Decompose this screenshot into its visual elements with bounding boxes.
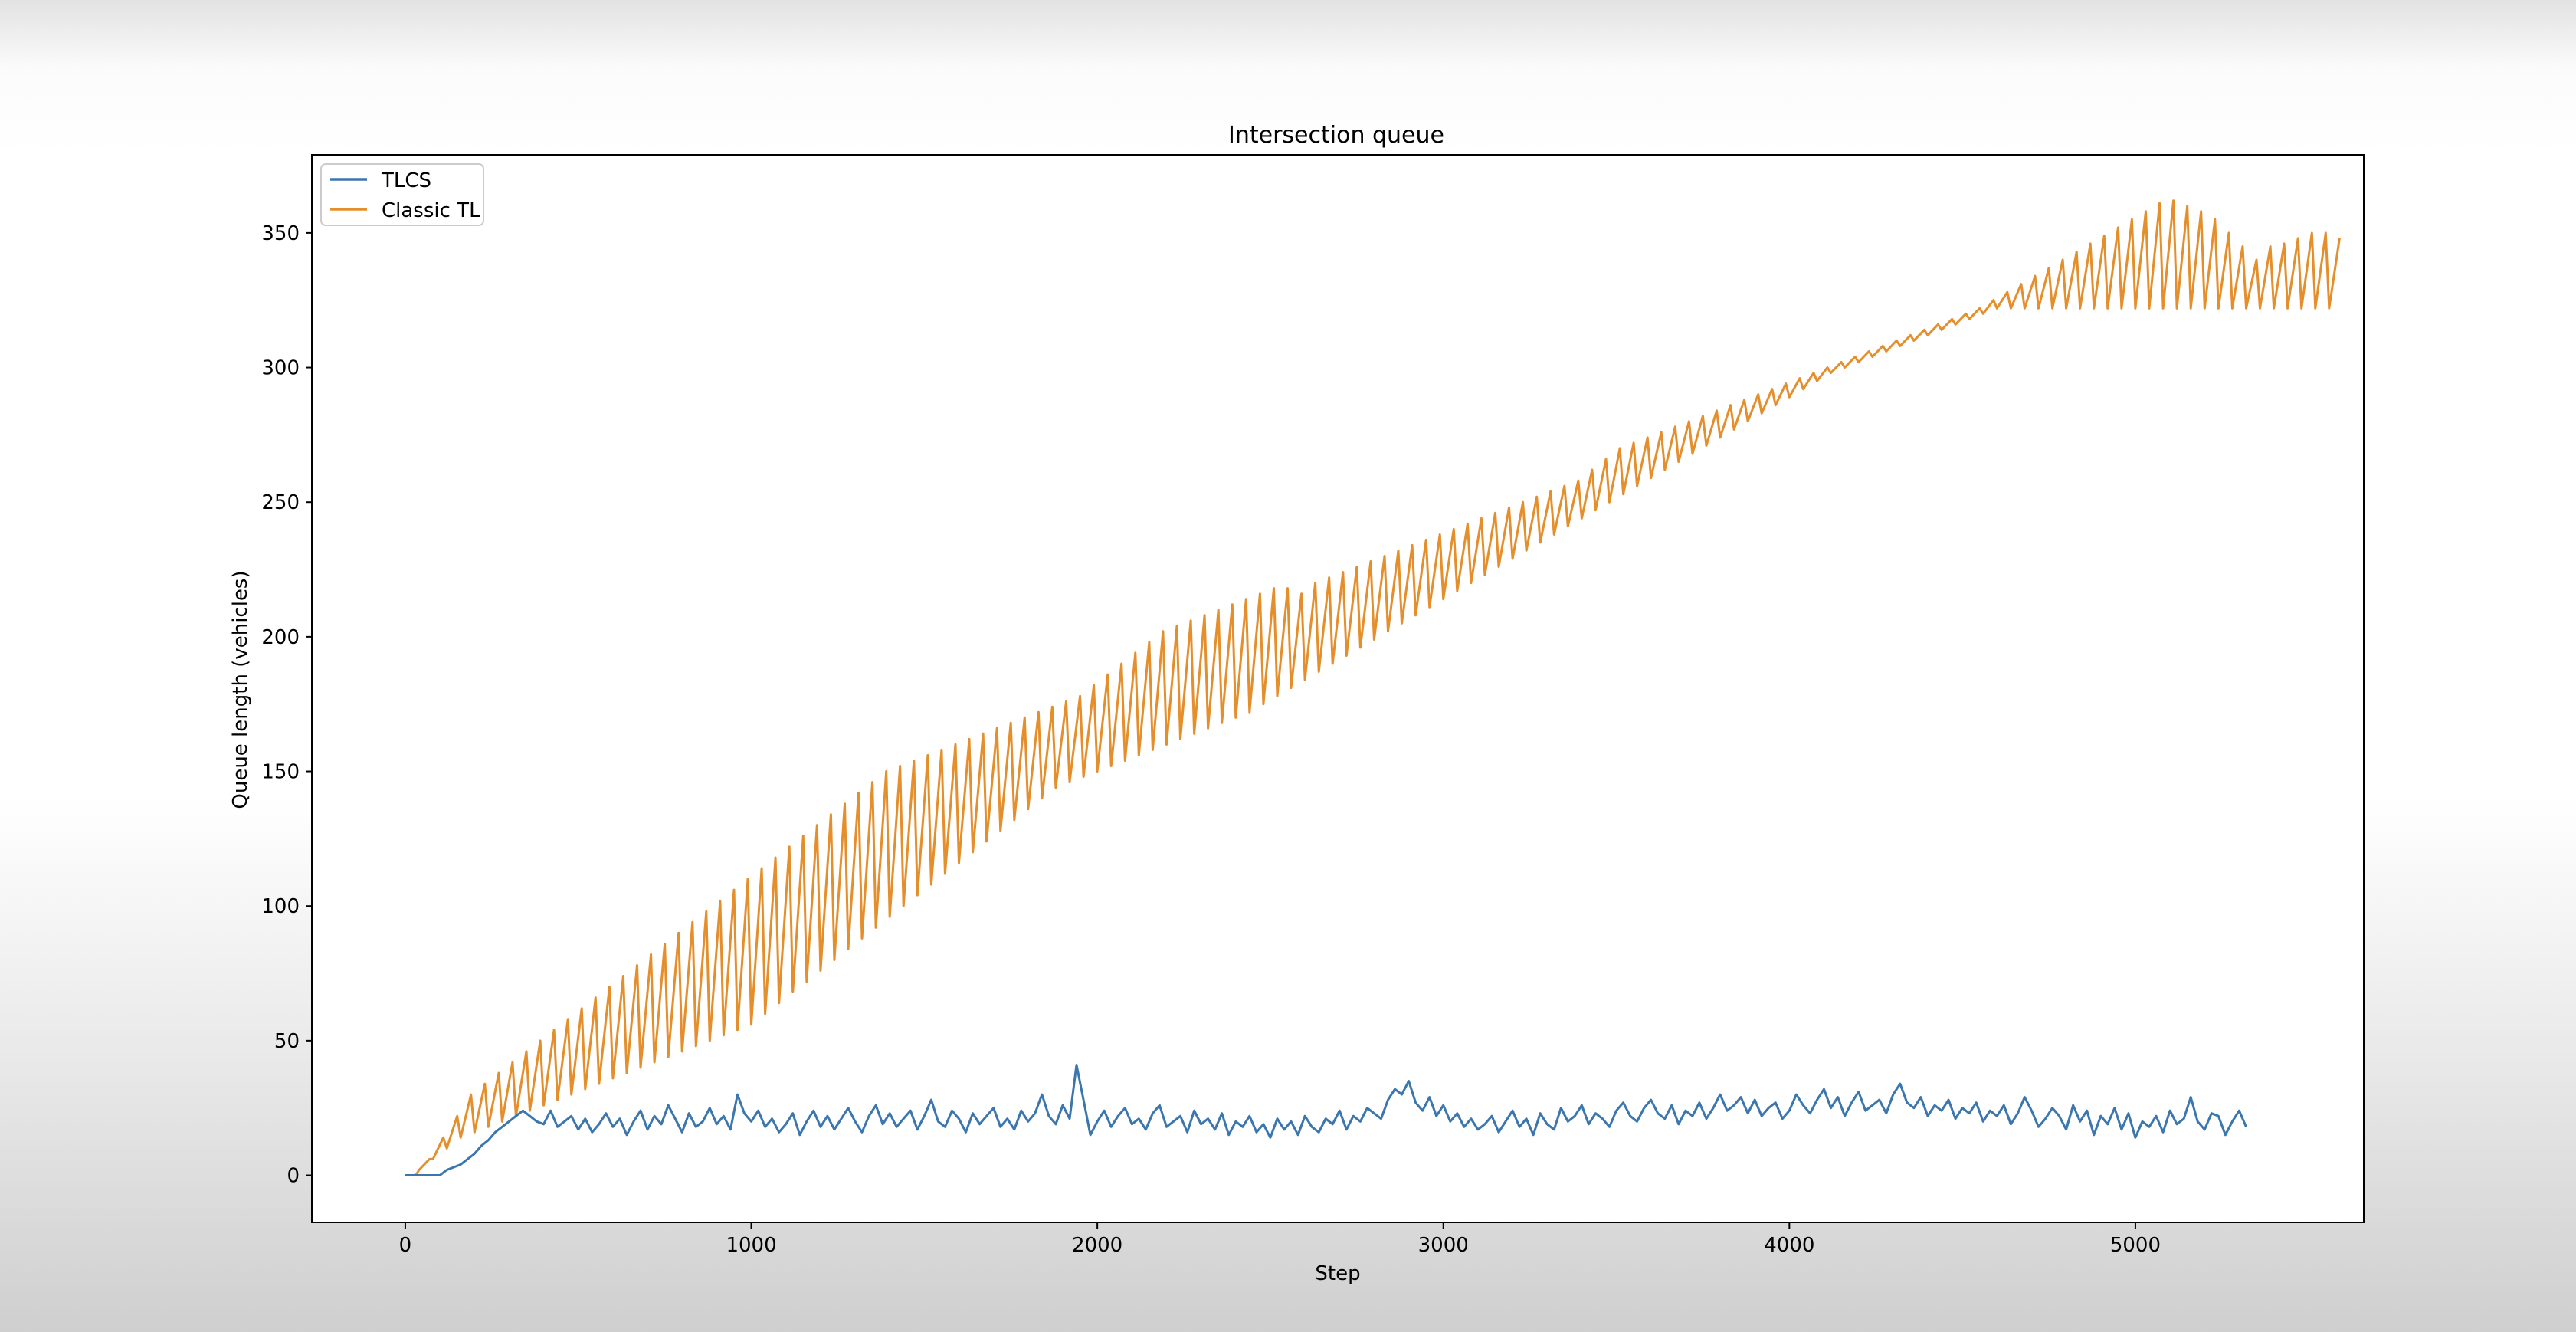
legend-label-classic-tl: Classic TL <box>382 199 480 222</box>
x-tick-label: 3000 <box>1418 1234 1469 1257</box>
x-tick-label: 2000 <box>1072 1234 1122 1257</box>
x-axis-label: Step <box>1315 1262 1360 1285</box>
x-axis-ticks: 0 1000 2000 3000 4000 5000 <box>399 1222 2161 1257</box>
y-tick-label: 300 <box>261 357 300 380</box>
chart-title: Intersection queue <box>1228 122 1444 149</box>
y-tick-label: 0 <box>287 1165 300 1188</box>
y-tick-label: 50 <box>274 1030 300 1053</box>
y-tick-label: 100 <box>261 895 300 918</box>
y-axis-ticks: 0 50 100 150 200 250 300 350 <box>261 222 312 1188</box>
y-axis-label: Queue length (vehicles) <box>229 570 252 809</box>
series-line-tlcs <box>405 1064 2247 1176</box>
legend-label-tlcs: TLCS <box>381 169 431 192</box>
x-tick-label: 4000 <box>1764 1234 1814 1257</box>
y-tick-label: 350 <box>261 222 300 245</box>
x-tick-label: 5000 <box>2110 1234 2161 1257</box>
x-tick-label: 0 <box>399 1234 412 1257</box>
y-tick-label: 150 <box>261 761 300 784</box>
legend: TLCS Classic TL <box>320 163 484 226</box>
y-tick-label: 250 <box>261 491 300 514</box>
x-tick-label: 1000 <box>726 1234 776 1257</box>
plot-area <box>311 154 2365 1223</box>
series-layer <box>405 199 2341 1176</box>
series-line-classic-tl <box>405 199 2341 1176</box>
y-tick-label: 200 <box>261 626 300 649</box>
